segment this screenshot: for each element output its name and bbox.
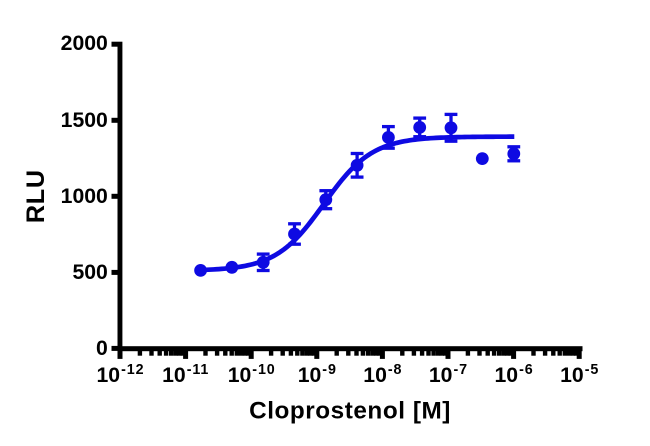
svg-text:-12: -12 — [121, 362, 144, 378]
svg-text:-10: -10 — [252, 362, 275, 378]
svg-text:1000: 1000 — [61, 185, 108, 208]
svg-text:-7: -7 — [454, 362, 469, 378]
svg-text:2000: 2000 — [61, 32, 108, 55]
svg-text:10: 10 — [162, 364, 186, 387]
svg-text:10: 10 — [560, 364, 584, 387]
svg-text:1500: 1500 — [61, 109, 108, 132]
svg-text:RLU: RLU — [22, 169, 50, 223]
svg-text:10: 10 — [228, 364, 252, 387]
svg-text:10: 10 — [429, 364, 453, 387]
svg-text:10: 10 — [495, 364, 519, 387]
svg-text:0: 0 — [96, 337, 108, 360]
svg-text:10: 10 — [298, 364, 322, 387]
svg-text:500: 500 — [72, 261, 107, 284]
svg-text:-6: -6 — [519, 362, 534, 378]
svg-text:10: 10 — [363, 364, 387, 387]
svg-text:-5: -5 — [585, 362, 600, 378]
svg-text:10: 10 — [97, 364, 121, 387]
svg-text:-8: -8 — [388, 362, 403, 378]
svg-text:-9: -9 — [322, 362, 337, 378]
svg-text:Cloprostenol [M]: Cloprostenol [M] — [249, 398, 451, 425]
svg-text:-11: -11 — [187, 362, 210, 378]
